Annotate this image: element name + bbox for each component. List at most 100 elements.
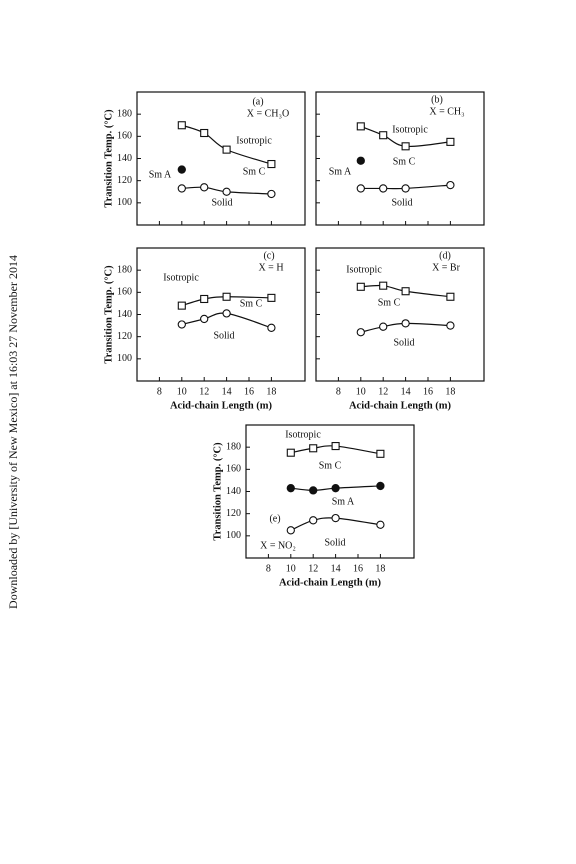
marker [379,131,388,140]
annotation: Isotropic [392,124,428,135]
series-line [360,284,451,298]
x-tick-label: 12 [199,386,209,397]
x-axis-label: Acid-chain Length (m) [170,400,273,411]
marker [286,448,295,457]
annotation: Isotropic [346,264,382,275]
annotation: X = CH₃ [429,106,464,117]
x-tick-label: 18 [266,386,276,397]
marker [356,156,365,165]
series-line [181,124,272,165]
marker [446,180,455,190]
y-tick-label: 160 [117,131,132,142]
series-line [290,445,381,455]
annotation: Isotropic [163,272,199,283]
marker [401,142,410,151]
y-tick-label: 100 [117,353,132,364]
marker [309,486,318,495]
x-tick-label: 8 [266,563,271,574]
x-tick-label: 10 [286,563,296,574]
annotation: Sm A [332,496,355,507]
annotation: Solid [213,330,234,341]
marker [177,320,186,329]
marker [222,309,231,318]
marker [446,292,455,301]
marker [222,292,231,301]
y-tick-label: 140 [226,486,241,497]
x-tick-label: 14 [401,386,411,397]
annotation: (c) [263,250,274,261]
x-tick-label: 18 [445,386,455,397]
marker [286,484,295,493]
y-axis-label: Transition Temp. (°C) [103,265,114,364]
marker [331,484,340,493]
y-tick-label: 140 [117,153,132,164]
chart-panel: 100 120 140 160 180 8 10 12 14 16 18 Transition Tem… [103,247,306,411]
x-tick-label: 12 [308,563,318,574]
marker [376,449,385,458]
download-note: Downloaded by [University of New Mexico]… [6,255,20,609]
annotation: Sm A [149,169,172,180]
annotation: X = Br [432,262,461,273]
marker [267,293,276,302]
marker [356,122,365,131]
marker [222,187,231,196]
x-tick-label: 14 [331,563,341,574]
annotation: Solid [393,337,414,348]
chart-panel: 8 10 12 14 16 18 Acid-chain Length (m) (d)X = B… [315,247,485,411]
annotation: X = NO₂ [260,540,296,551]
annotation: Sm C [243,166,266,177]
annotation: Sm A [329,166,352,177]
marker [356,282,365,291]
marker [177,184,186,193]
annotation: (a) [252,96,263,107]
x-tick-label: 16 [423,386,433,397]
annotation: Sm C [319,460,342,471]
marker [446,321,455,330]
y-tick-label: 180 [117,108,132,119]
series-line [290,485,381,491]
annotation: (b) [431,94,443,105]
marker [401,184,410,193]
y-tick-label: 100 [226,530,241,541]
marker [331,442,340,451]
y-tick-label: 180 [117,264,132,275]
x-tick-label: 10 [356,386,366,397]
marker [309,444,318,453]
marker [401,287,410,296]
marker [286,526,295,535]
x-tick-label: 16 [244,386,254,397]
x-tick-label: 8 [336,386,341,397]
marker [200,314,209,324]
marker [376,520,385,529]
series-line [360,322,451,333]
y-tick-label: 100 [117,197,132,208]
series-line [290,517,381,531]
annotation: Solid [211,197,232,208]
annotation: Sm C [378,297,401,308]
marker [379,281,388,290]
marker [177,165,186,174]
x-axis-label: Acid-chain Length (m) [279,577,382,588]
marker [200,183,209,192]
x-tick-label: 10 [177,386,187,397]
marker [331,513,340,523]
annotation: Isotropic [236,135,272,146]
annotation: X = CH₃O [247,108,289,119]
annotation: Sm C [240,298,263,309]
y-axis-label: Transition Temp. (°C) [212,442,223,541]
series-line [181,312,272,329]
marker [200,128,209,138]
marker [356,184,365,193]
marker [309,516,318,525]
marker [267,323,276,332]
y-tick-label: 180 [226,441,241,452]
marker [267,189,276,199]
y-tick-label: 140 [117,309,132,320]
annotation: (e) [269,513,280,524]
series-line [360,125,451,148]
marker [200,294,209,304]
marker [379,184,388,193]
